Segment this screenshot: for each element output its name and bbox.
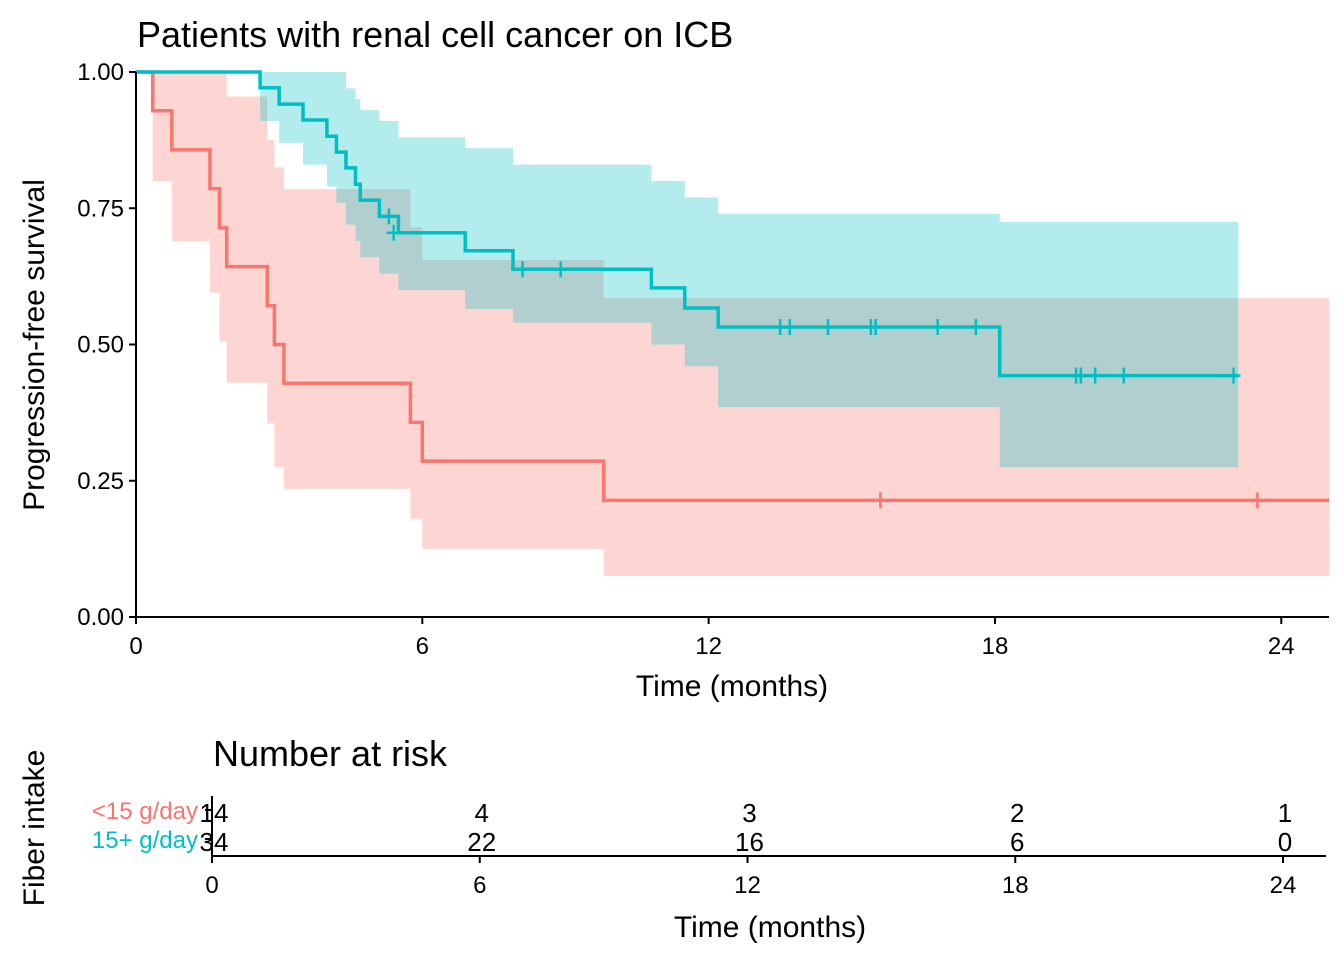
- censor-mark-0-0: [873, 492, 888, 509]
- y-axis-title: Progression-free survival: [18, 179, 51, 511]
- risk-table-y-title: Fiber intake: [18, 750, 51, 907]
- km-censor-marks: [381, 208, 1265, 509]
- risk-count-1-3: 6: [1010, 827, 1024, 857]
- chart-title: Patients with renal cell cancer on ICB: [137, 14, 733, 55]
- x-axis-ticks: 0 6 12 18 24: [129, 617, 1295, 660]
- confidence-band-0: [136, 72, 1329, 577]
- km-curves: [136, 70, 1329, 503]
- risk-group-label-1: 15+ g/day: [92, 827, 198, 854]
- y-tick-label: 0.75: [77, 195, 124, 222]
- risk-x-tick-label: 0: [205, 872, 218, 899]
- risk-count-1-2: 16: [735, 827, 764, 857]
- risk-table-title: Number at risk: [213, 733, 448, 774]
- censor-mark-1-6: [820, 319, 835, 336]
- censor-mark-1-1: [386, 224, 401, 241]
- censor-mark-1-0: [381, 208, 396, 225]
- y-tick-label: 0.00: [77, 604, 124, 631]
- risk-count-0-0: 14: [200, 798, 229, 828]
- censor-mark-1-14: [1116, 367, 1131, 384]
- confidence-band-1: [136, 72, 1239, 468]
- censor-mark-1-12: [1073, 367, 1088, 384]
- risk-x-axis-ticks: 0 6 12 18 24: [205, 856, 1296, 899]
- x-tick-label: 6: [416, 633, 429, 660]
- risk-x-tick-label: 18: [1002, 872, 1029, 899]
- y-tick-label: 1.00: [77, 59, 124, 86]
- censor-mark-1-13: [1088, 367, 1103, 384]
- censor-mark-1-5: [782, 319, 797, 336]
- y-tick-label: 0.50: [77, 332, 124, 359]
- censor-mark-1-3: [553, 261, 568, 278]
- y-tick-label: 0.25: [77, 468, 124, 495]
- x-tick-label: 12: [695, 633, 722, 660]
- censor-mark-0-1: [1250, 492, 1265, 509]
- survival-curve-1: [136, 70, 1239, 378]
- risk-count-1-4: 0: [1278, 827, 1292, 857]
- x-tick-label: 0: [129, 633, 142, 660]
- censor-mark-1-9: [930, 319, 945, 336]
- x-tick-label: 18: [982, 633, 1009, 660]
- y-axis-ticks: 0.00 0.25 0.50 0.75 1.00: [77, 59, 136, 631]
- censor-mark-1-2: [515, 261, 530, 278]
- x-axis-title: Time (months): [636, 670, 828, 703]
- risk-count-0-4: 1: [1278, 798, 1292, 828]
- risk-group-label-0: <15 g/day: [92, 798, 198, 825]
- risk-x-axis-title: Time (months): [674, 911, 866, 944]
- risk-count-1-0: 34: [200, 827, 229, 857]
- risk-x-tick-label: 24: [1270, 872, 1297, 899]
- risk-count-0-2: 3: [742, 798, 756, 828]
- risk-x-tick-label: 12: [734, 872, 761, 899]
- risk-count-1-1: 22: [467, 827, 496, 857]
- survival-curve-0: [136, 70, 1329, 503]
- risk-table-values: 14 4 3 2 1 34 22 16 6 0: [200, 798, 1293, 857]
- censor-mark-1-10: [968, 319, 983, 336]
- censor-mark-1-15: [1226, 367, 1241, 384]
- censor-mark-1-8: [868, 319, 883, 336]
- risk-count-0-3: 2: [1010, 798, 1024, 828]
- risk-count-0-1: 4: [475, 798, 489, 828]
- x-tick-label: 24: [1268, 633, 1295, 660]
- risk-x-tick-label: 6: [473, 872, 486, 899]
- km-bands: [136, 72, 1329, 577]
